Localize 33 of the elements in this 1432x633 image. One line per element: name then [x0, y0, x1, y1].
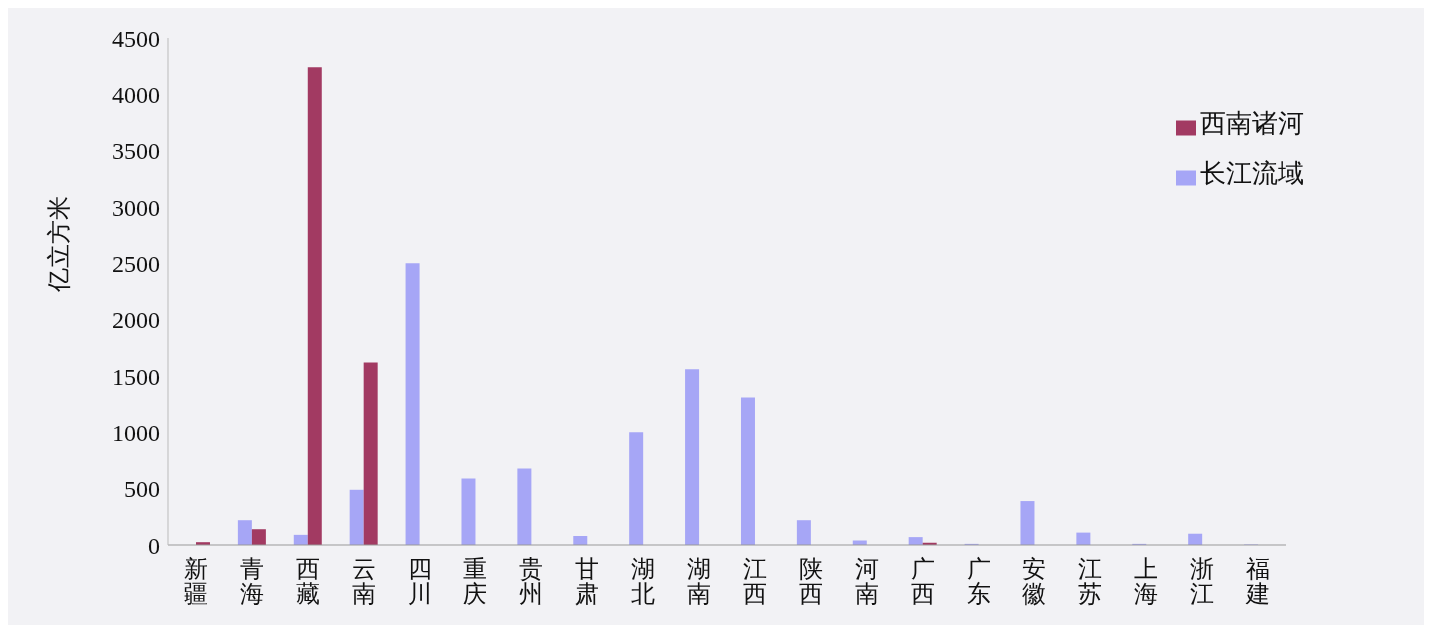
x-tick-label: 甘肃	[575, 555, 600, 608]
y-tick-label: 4000	[112, 81, 160, 108]
x-tick-label: 湖南	[687, 555, 712, 608]
x-tick-label: 湖北	[631, 555, 656, 608]
y-tick-label: 3000	[112, 194, 160, 221]
x-tick-label: 广西	[910, 555, 935, 608]
y-tick-label: 4500	[112, 25, 160, 52]
y-tick-label: 0	[148, 532, 160, 559]
x-tick-label: 江苏	[1078, 555, 1103, 608]
y-tick-label: 1000	[112, 419, 160, 446]
legend-label: 西南诸河	[1200, 108, 1304, 138]
x-tick-label: 四川	[407, 555, 432, 608]
y-tick-label: 2500	[112, 250, 160, 277]
y-tick-label: 3500	[112, 138, 160, 165]
x-tick-label: 浙江	[1190, 555, 1215, 608]
y-axis-title: 亿立方米	[44, 195, 73, 293]
x-tick-label: 重庆	[463, 555, 488, 608]
y-tick-label: 2000	[112, 307, 160, 334]
x-tick-label: 江西	[742, 555, 767, 608]
x-tick-label: 上海	[1134, 555, 1159, 608]
y-tick-label: 1500	[112, 363, 160, 390]
x-tick-label: 青海	[239, 555, 264, 608]
x-tick-label: 贵州	[519, 555, 544, 608]
x-tick-label: 云南	[351, 555, 376, 608]
x-tick-label: 陕西	[798, 555, 823, 608]
x-tick-label: 新疆	[183, 555, 208, 608]
x-tick-label: 福建	[1245, 555, 1271, 608]
x-tick-label: 西藏	[295, 555, 320, 608]
x-tick-label: 广东	[966, 555, 991, 608]
x-tick-label: 河南	[854, 555, 879, 608]
y-tick-label: 500	[124, 476, 160, 503]
x-tick-label: 安徽	[1022, 555, 1047, 608]
legend-label: 长江流域	[1200, 158, 1304, 188]
